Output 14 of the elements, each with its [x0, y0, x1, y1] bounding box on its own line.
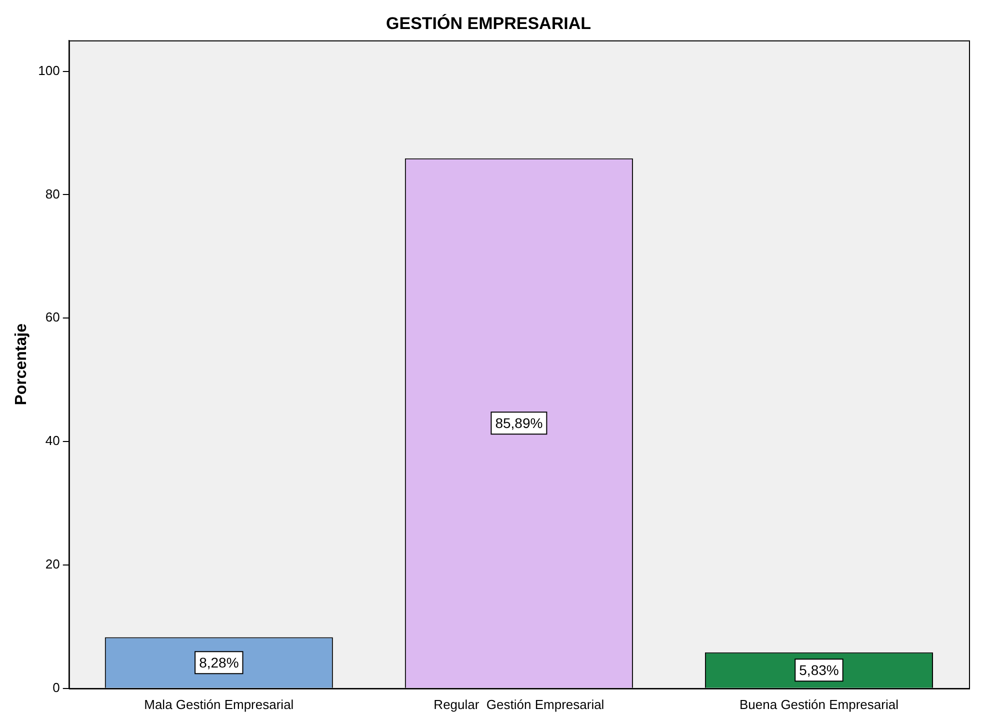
x-tick-label: Mala Gestión Empresarial: [144, 696, 294, 712]
y-tick-label: 80: [45, 186, 60, 202]
y-axis-title: Porcentaje: [13, 323, 30, 406]
chart-title: GESTIÓN EMPRESARIAL: [386, 12, 591, 33]
y-tick-label: 100: [38, 62, 60, 78]
data-label: 85,89%: [495, 414, 543, 431]
y-tick-label: 20: [45, 556, 60, 572]
y-tick-label: 60: [45, 310, 60, 325]
data-label: 8,28%: [199, 654, 239, 670]
y-tick-label: 0: [52, 680, 60, 695]
x-tick-label: Buena Gestión Empresarial: [739, 696, 899, 712]
data-label: 5,83%: [799, 662, 839, 678]
x-tick-label: Regular Gestión Empresarial: [434, 696, 604, 712]
y-tick-label: 40: [45, 433, 60, 448]
